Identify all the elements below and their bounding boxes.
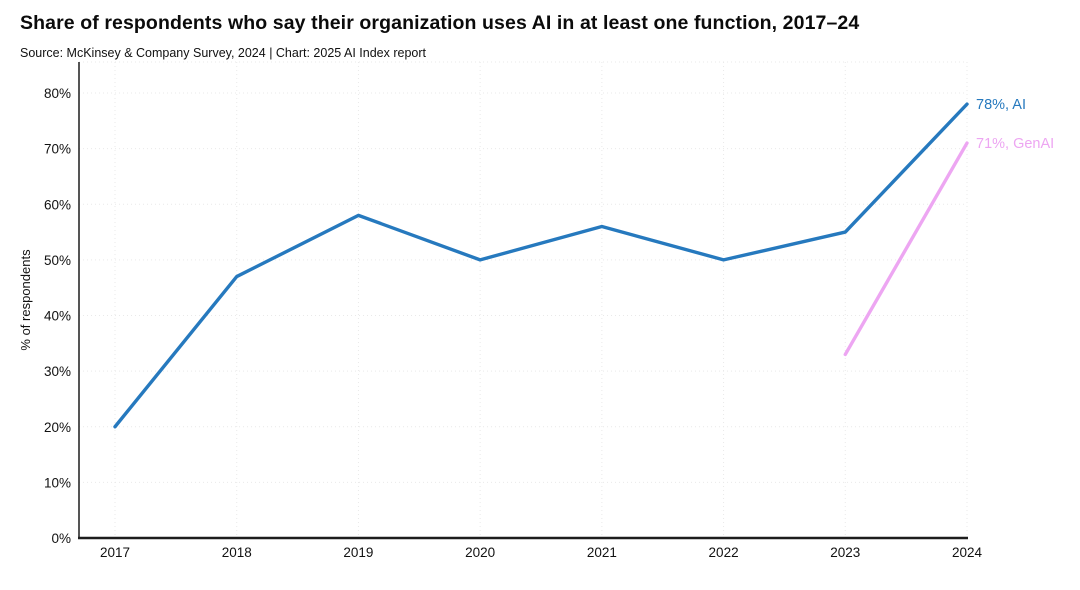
y-tick-label: 80% <box>44 86 71 101</box>
chart-title: Share of respondents who say their organ… <box>20 12 860 34</box>
y-tick-label: 10% <box>44 475 71 490</box>
x-tick-label: 2019 <box>343 545 373 560</box>
y-tick-label: 20% <box>44 420 71 435</box>
x-tick-label: 2017 <box>100 545 130 560</box>
x-tick-label: 2024 <box>952 545 983 560</box>
y-tick-label: 70% <box>44 142 71 157</box>
series-line-ai <box>113 102 969 429</box>
x-tick-label: 2021 <box>587 545 617 560</box>
x-tick-label: 2018 <box>222 545 252 560</box>
y-tick-label: 30% <box>44 364 71 379</box>
series-end-label-ai: 78%, AI <box>976 97 1026 113</box>
y-tick-label: 40% <box>44 309 71 324</box>
x-tick-label: 2022 <box>709 545 739 560</box>
y-tick-label: 0% <box>51 531 71 546</box>
x-tick-label: 2020 <box>465 545 495 560</box>
x-tick-label: 2023 <box>830 545 860 560</box>
y-tick-label: 60% <box>44 197 71 212</box>
series-line-genai <box>843 141 969 357</box>
y-tick-label: 50% <box>44 253 71 268</box>
chart-source-caption: Source: McKinsey & Company Survey, 2024 … <box>20 46 426 60</box>
series-end-label-genai: 71%, GenAI <box>976 136 1054 152</box>
y-axis-label: % of respondents <box>18 249 33 351</box>
